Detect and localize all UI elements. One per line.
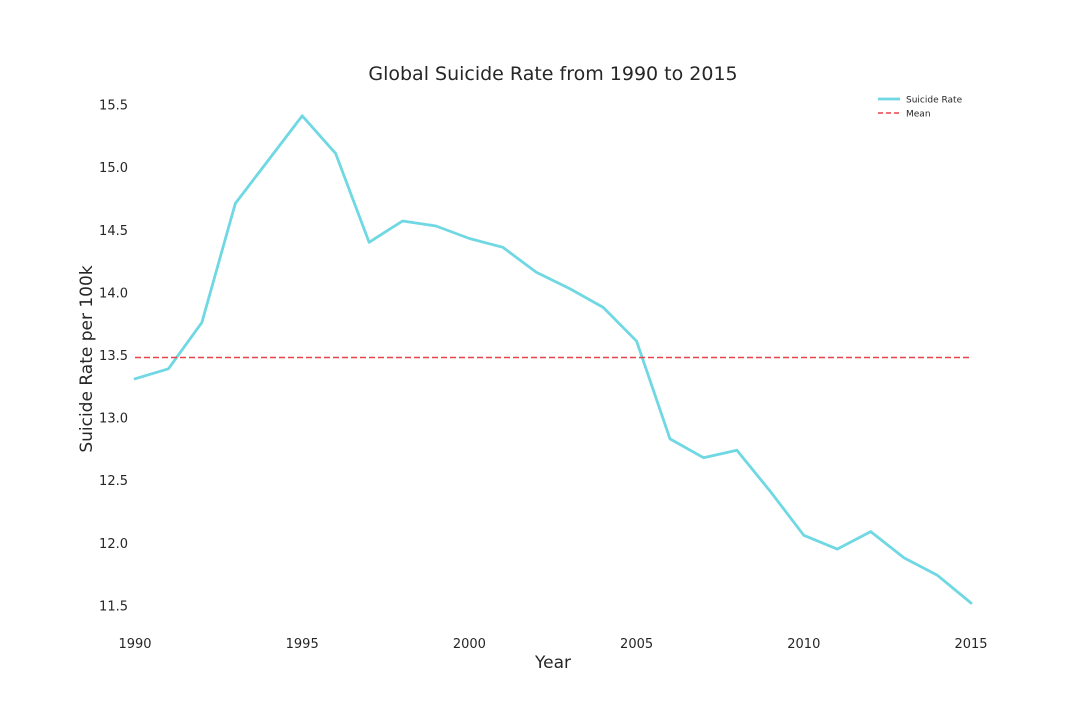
legend-label: Suicide Rate (906, 96, 963, 106)
x-axis-title: Year (534, 653, 571, 673)
x-tick-label: 2015 (954, 637, 987, 652)
y-axis-title: Suicide Rate per 100k (77, 265, 97, 452)
y-tick-label: 15.5 (99, 99, 128, 114)
series-layer (133, 114, 973, 605)
x-tick-label: 2010 (787, 637, 820, 652)
chart-title: Global Suicide Rate from 1990 to 2015 (368, 63, 737, 85)
x-tick-label: 1995 (286, 637, 319, 652)
x-tick-label: 1990 (118, 637, 151, 652)
y-tick-label: 15.0 (99, 161, 128, 176)
y-tick-label: 12.5 (99, 474, 128, 489)
y-tick-label: 11.5 (99, 599, 128, 614)
y-tick-label: 13.5 (99, 349, 128, 364)
legend-label: Mean (906, 110, 931, 120)
x-axis-ticks: 1990 1995 2000 2005 2010 2015 (118, 637, 987, 652)
x-tick-label: 2000 (453, 637, 486, 652)
legend: Suicide Rate Mean (878, 96, 963, 120)
y-tick-label: 14.5 (99, 224, 128, 239)
y-tick-label: 12.0 (99, 537, 128, 552)
x-tick-label: 2005 (620, 637, 653, 652)
y-tick-label: 14.0 (99, 286, 128, 301)
y-axis-ticks: 11.5 12.0 12.5 13.0 13.5 14.0 14.5 15.0 15.5 (99, 99, 128, 615)
y-tick-label: 13.0 (99, 412, 128, 427)
series-line-suicide-rate (133, 114, 973, 605)
